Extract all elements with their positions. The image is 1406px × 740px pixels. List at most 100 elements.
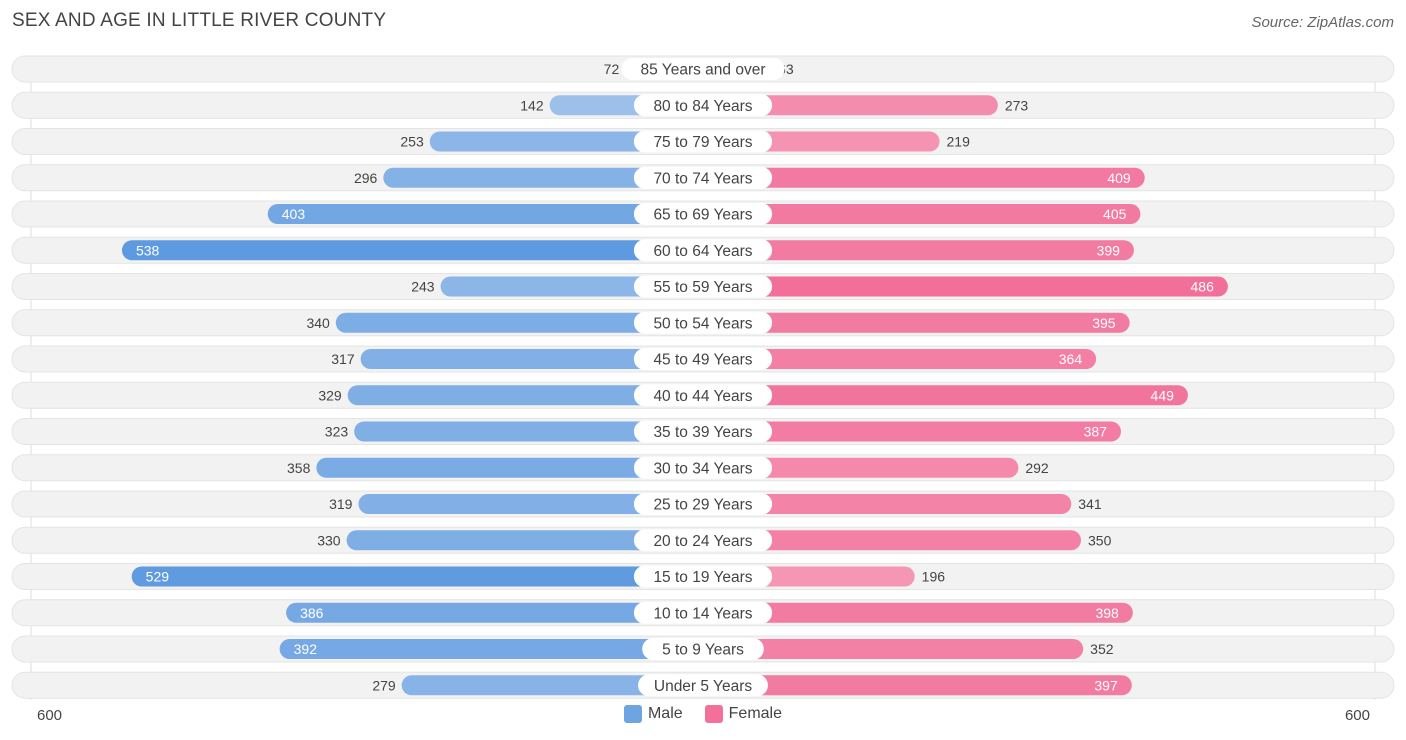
category-label-background <box>633 348 773 370</box>
female-value-label: 219 <box>947 134 971 150</box>
chart-legend: Male Female <box>0 705 1406 723</box>
category-label-background <box>633 601 773 624</box>
female-bar <box>703 639 1084 659</box>
category-label-background <box>633 493 773 515</box>
category-label: 45 to 49 Years <box>653 352 752 369</box>
category-label: Under 5 Years <box>654 678 752 695</box>
category-label: 60 to 64 Years <box>653 243 752 260</box>
legend-swatch-female <box>704 705 723 723</box>
male-bar <box>401 675 703 696</box>
female-value-label: 398 <box>1095 605 1119 621</box>
male-value-label: 340 <box>306 315 330 331</box>
male-value-label: 296 <box>354 170 378 186</box>
legend-label-female: Female <box>728 705 783 722</box>
category-label-background <box>633 166 773 189</box>
category-label-background <box>633 203 773 225</box>
category-label-background <box>633 94 773 117</box>
category-label-background <box>638 674 768 697</box>
category-label: 40 to 44 Years <box>653 388 752 405</box>
male-bar <box>429 131 703 152</box>
female-value-label: 399 <box>1097 242 1121 258</box>
female-value-label: 395 <box>1092 315 1116 331</box>
female-value-label: 449 <box>1151 387 1175 403</box>
category-label-background <box>621 58 785 80</box>
legend-label-male: Male <box>647 705 683 722</box>
category-label: 55 to 59 Years <box>653 279 752 296</box>
male-bar <box>121 240 703 261</box>
category-label: 10 to 14 Years <box>653 605 752 622</box>
male-value-label: 72 <box>604 61 620 77</box>
female-value-label: 364 <box>1059 351 1083 367</box>
category-label: 85 Years and over <box>641 62 766 79</box>
male-value-label: 329 <box>318 387 342 403</box>
category-label-background <box>633 456 773 479</box>
male-value-label: 358 <box>287 460 311 476</box>
female-bar <box>703 530 1081 551</box>
category-label: 20 to 24 Years <box>653 533 752 550</box>
female-bar <box>703 675 1132 696</box>
female-value-label: 350 <box>1088 532 1112 548</box>
male-bar <box>316 457 703 478</box>
female-value-label: 409 <box>1107 170 1131 186</box>
category-label-background <box>633 130 773 153</box>
female-value-label: 341 <box>1078 496 1102 512</box>
female-bar <box>703 312 1130 333</box>
axis-right-max-label: 600 <box>1344 707 1370 724</box>
category-label: 65 to 69 Years <box>653 207 752 224</box>
female-bar <box>703 421 1121 442</box>
female-bar <box>703 602 1133 623</box>
category-label: 25 to 29 Years <box>653 497 752 514</box>
male-value-label: 538 <box>136 242 160 258</box>
category-label-background <box>633 565 773 588</box>
male-bar <box>131 566 703 587</box>
category-label-background <box>633 529 773 552</box>
male-value-label: 330 <box>317 532 341 548</box>
category-label: 5 to 9 Years <box>662 642 744 659</box>
male-bar <box>267 204 703 224</box>
male-bar <box>354 421 703 442</box>
category-label-background <box>633 239 773 262</box>
legend-item-male: Male <box>623 705 683 723</box>
male-bar <box>346 530 703 551</box>
male-bar <box>279 639 703 659</box>
male-value-label: 403 <box>282 206 306 222</box>
female-bar <box>703 457 1019 478</box>
male-bar <box>360 349 703 369</box>
source-label: Source: ZipAtlas.com <box>1251 14 1394 31</box>
female-bar <box>703 385 1188 406</box>
male-bar <box>335 312 703 333</box>
category-label: 50 to 54 Years <box>653 315 752 332</box>
axis-left-max-label: 600 <box>37 707 63 724</box>
male-bar <box>347 385 703 406</box>
male-bar <box>383 167 703 188</box>
female-value-label: 292 <box>1025 460 1049 476</box>
female-bar <box>703 204 1141 224</box>
chart-title: SEX AND AGE IN LITTLE RIVER COUNTY <box>12 10 387 31</box>
category-label-background <box>633 275 773 298</box>
female-bar <box>703 276 1228 297</box>
female-bar <box>703 167 1145 188</box>
category-label: 70 to 74 Years <box>653 170 752 187</box>
female-bar <box>703 240 1134 261</box>
female-value-label: 387 <box>1084 424 1108 440</box>
category-label: 75 to 79 Years <box>653 134 752 151</box>
category-label: 15 to 19 Years <box>653 569 752 586</box>
male-value-label: 319 <box>329 496 353 512</box>
category-label-background <box>633 311 773 334</box>
male-value-label: 323 <box>325 424 349 440</box>
category-label: 35 to 39 Years <box>653 424 752 441</box>
female-value-label: 486 <box>1191 279 1215 295</box>
female-bar <box>703 494 1072 514</box>
legend-swatch-male <box>623 705 642 723</box>
legend-item-female: Female <box>704 705 783 723</box>
male-value-label: 279 <box>372 677 396 693</box>
male-value-label: 142 <box>520 97 544 113</box>
male-value-label: 317 <box>331 351 355 367</box>
female-bar <box>703 95 998 116</box>
category-label: 30 to 34 Years <box>653 460 752 477</box>
female-value-label: 352 <box>1090 641 1114 657</box>
category-label-background <box>633 384 773 407</box>
category-label: 80 to 84 Years <box>653 98 752 115</box>
category-label-background <box>642 638 764 660</box>
